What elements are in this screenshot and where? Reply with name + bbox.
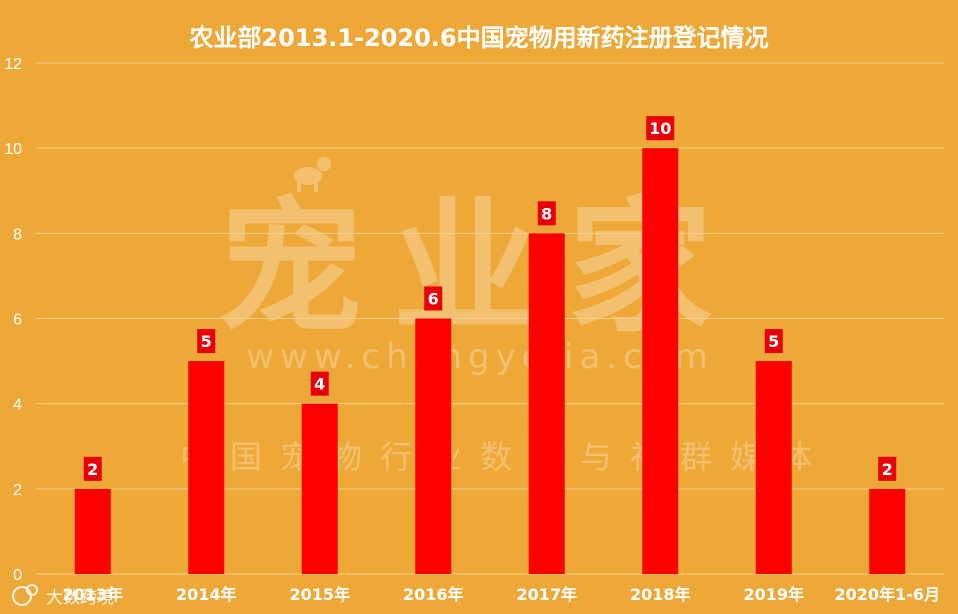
x-tick-label: 2014年 (176, 585, 237, 604)
fish-icon (301, 210, 327, 222)
bar (755, 361, 792, 574)
footer-logo-text: 大数跨境 (46, 588, 114, 608)
y-tick-label: 2 (13, 482, 22, 499)
data-label-box (197, 329, 216, 354)
y-axis: 0 2 4 6 8 10 12 (4, 56, 22, 584)
bar (301, 403, 338, 574)
data-label-box (310, 371, 329, 396)
data-label: 5 (768, 332, 779, 351)
bar (528, 233, 565, 575)
data-label: 2 (882, 460, 893, 479)
data-label: 6 (428, 290, 439, 309)
bar (74, 488, 111, 574)
watermark-url: www.chongyejia.com (246, 337, 713, 377)
chart-title: 农业部2013.1-2020.6中国宠物用新药注册登记情况 (189, 24, 769, 52)
watermark-main: 宠业家 (218, 183, 743, 353)
y-tick-label: 0 (13, 567, 22, 584)
y-tick-label: 12 (4, 56, 22, 73)
y-tick-label: 4 (13, 397, 22, 414)
y-tick-label: 6 (13, 312, 22, 329)
data-label: 8 (541, 204, 552, 223)
bar (188, 361, 225, 574)
bar (415, 318, 452, 574)
watermark-tagline: 中国宠物行业数据与社群媒体 (180, 438, 830, 476)
data-label: 5 (201, 332, 212, 351)
logo-icon (12, 584, 38, 606)
grid-lines (36, 62, 944, 575)
data-label-box (537, 201, 556, 226)
bars: 2 5 4 6 8 10 5 2 (74, 116, 906, 575)
dog-icon (294, 157, 331, 192)
footer-logo: 大数跨境 (12, 584, 114, 608)
x-tick-label: 2015年 (289, 585, 350, 604)
data-label-box (646, 116, 675, 141)
data-label-box (83, 456, 102, 481)
x-tick-label: 2016年 (403, 585, 464, 604)
data-label-box (878, 456, 897, 481)
x-axis: 2013年 2014年 2015年 2016年 2017年 2018年 2019年 2020年… (62, 585, 940, 604)
x-tick-label: 2017年 (516, 585, 577, 604)
data-label-box (424, 286, 443, 311)
y-tick-label: 8 (13, 226, 22, 243)
x-tick-label: 2018年 (630, 585, 691, 604)
data-label: 2 (87, 460, 98, 479)
bar (642, 148, 679, 574)
x-tick-label: 2019年 (743, 585, 804, 604)
y-tick-label: 10 (4, 141, 22, 158)
data-label: 4 (314, 375, 325, 394)
data-label: 10 (649, 119, 671, 138)
x-tick-label: 2013年 (62, 585, 123, 604)
x-tick-label: 2020年1-6月 (835, 585, 940, 604)
watermark: 宠业家 www.chongyejia.com 中国宠物行业数据与社群媒体 (180, 157, 830, 476)
bar (869, 488, 906, 574)
data-label-box (764, 329, 783, 354)
